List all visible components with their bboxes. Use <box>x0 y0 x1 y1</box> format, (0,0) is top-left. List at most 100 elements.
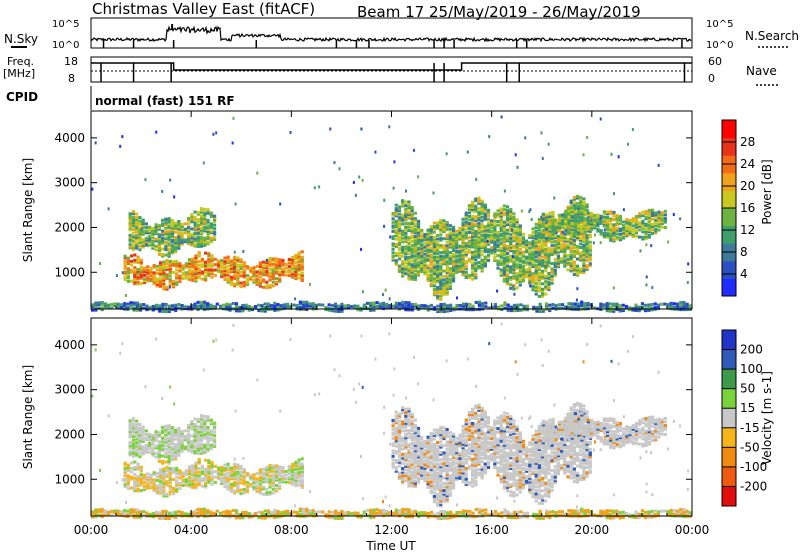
power-cell <box>200 277 205 281</box>
power-cell <box>191 273 195 277</box>
velocity-cell <box>167 456 171 460</box>
velocity-cell <box>158 477 163 481</box>
power-cell <box>477 304 482 308</box>
power-cell <box>138 303 143 307</box>
power-cell <box>582 270 586 274</box>
power-cell <box>582 260 586 264</box>
power-cell <box>499 273 503 277</box>
power-cell <box>445 260 449 264</box>
velocity-cell <box>261 473 266 477</box>
power-cell <box>505 216 510 220</box>
power-cell <box>122 303 127 307</box>
power-cell <box>586 301 590 305</box>
power-cell <box>436 304 440 308</box>
velocity-cell <box>152 489 156 493</box>
power-cell <box>226 280 230 284</box>
velocity-cell <box>138 433 142 437</box>
power-cell <box>586 218 590 222</box>
power-cell <box>170 238 174 242</box>
velocity-cell <box>133 460 137 464</box>
power-cell <box>274 269 279 273</box>
power-cell <box>451 254 456 258</box>
power-cell <box>518 267 522 271</box>
power-cell <box>513 292 516 296</box>
power-cell <box>413 254 417 258</box>
power-cell <box>139 271 143 275</box>
power-cell <box>612 218 616 222</box>
velocity-cell <box>154 437 158 441</box>
velocity-cell <box>274 473 279 477</box>
velocity-cell <box>139 474 143 478</box>
power-cell <box>442 278 446 282</box>
velocity-cell <box>193 449 197 453</box>
power-cell <box>547 284 551 288</box>
power-cell <box>464 261 468 265</box>
power-cell <box>480 206 484 210</box>
power-cell <box>407 200 411 204</box>
power-cell <box>657 214 661 218</box>
power-cell <box>136 271 140 275</box>
power-cell <box>531 252 535 256</box>
power-cell <box>155 279 159 283</box>
power-cell <box>161 304 165 308</box>
velocity-cell <box>300 480 304 484</box>
power-cell <box>531 247 535 251</box>
power-cell <box>580 215 584 219</box>
power-cell <box>512 269 516 273</box>
power-cell <box>537 239 541 243</box>
power-cell <box>391 247 395 251</box>
power-cell <box>300 268 304 272</box>
power-cell <box>605 217 610 221</box>
power-cell <box>170 229 174 233</box>
power-cell <box>547 288 551 292</box>
power-cell <box>512 228 516 232</box>
power-cell <box>537 253 541 257</box>
colorbar-tick-label: 12 <box>740 223 755 237</box>
power-cell <box>579 195 583 199</box>
velocity-cell <box>174 457 178 461</box>
power-cell <box>397 248 402 252</box>
velocity-cell <box>158 480 163 484</box>
velocity-cell <box>245 488 250 492</box>
power-cell <box>410 306 414 310</box>
power-cell <box>207 273 211 277</box>
velocity-cell <box>245 490 250 494</box>
power-cell <box>451 232 456 236</box>
power-cell <box>204 276 208 280</box>
power-cell <box>512 257 516 261</box>
power-cell <box>200 272 205 276</box>
power-cell <box>439 261 443 265</box>
power-cell <box>547 280 551 284</box>
power-cell <box>152 278 156 282</box>
power-cell <box>157 238 161 242</box>
velocity-cell <box>416 435 421 439</box>
velocity-cell <box>181 471 185 475</box>
power-cell <box>550 240 554 244</box>
power-cell <box>455 238 459 242</box>
power-cell <box>287 261 291 265</box>
power-cell <box>131 238 136 242</box>
power-cell <box>194 254 198 258</box>
power-cell <box>588 258 592 262</box>
power-cell <box>483 217 487 221</box>
velocity-cell <box>410 434 414 438</box>
velocity-cell <box>278 472 282 476</box>
power-cell <box>660 218 664 222</box>
power-cell <box>569 242 573 246</box>
velocity-cell <box>194 486 198 490</box>
power-cell <box>289 304 293 308</box>
velocity-cell <box>174 455 178 459</box>
power-cell <box>685 306 689 310</box>
power-cell <box>511 255 514 259</box>
power-cell <box>461 271 465 275</box>
velocity-cell <box>183 438 187 442</box>
velocity-cell <box>268 467 272 471</box>
power-cell <box>442 255 446 259</box>
power-cell <box>197 276 201 280</box>
velocity-cell <box>223 467 227 471</box>
power-cell <box>540 294 545 298</box>
power-cell <box>391 217 395 221</box>
noise-tick-left-bottom: 10^0 <box>52 40 79 51</box>
power-cell <box>257 303 261 307</box>
power-cell <box>512 239 516 243</box>
